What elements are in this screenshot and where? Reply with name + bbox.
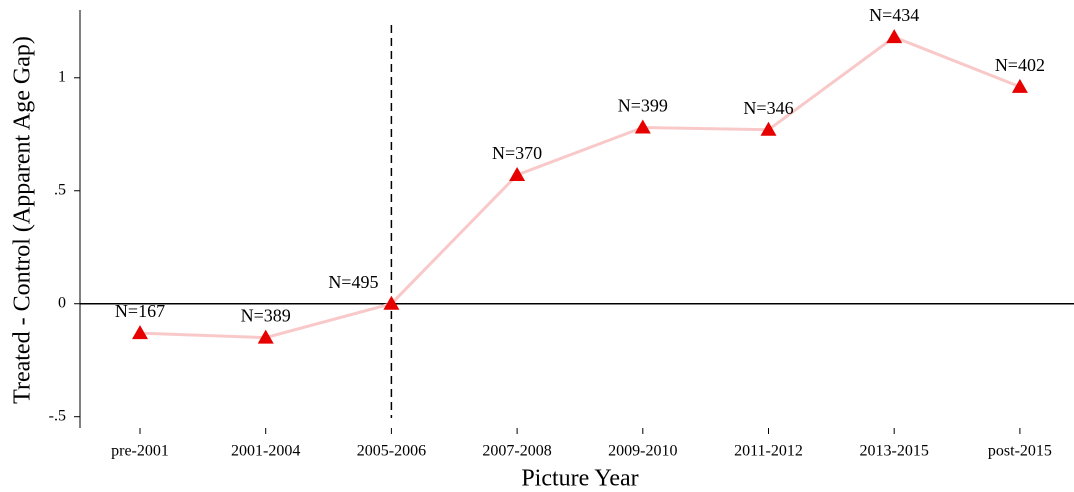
marker: [257, 329, 274, 344]
point-label: N=370: [492, 143, 542, 163]
x-tick-label: 2013-2015: [860, 443, 929, 460]
x-tick-label: 2009-2010: [608, 443, 677, 460]
marker: [1011, 78, 1028, 93]
point-label: N=346: [743, 98, 793, 118]
y-axis-title: Treated - Control (Apparent Age Gap): [10, 36, 36, 404]
y-tick-label: .5: [54, 181, 66, 198]
point-label: N=495: [328, 272, 378, 292]
marker: [886, 29, 903, 44]
x-tick-label: post-2015: [988, 443, 1052, 460]
series-line: [139, 35, 1021, 340]
marker: [132, 325, 148, 340]
x-tick-label: 2007-2008: [482, 443, 551, 460]
point-label: N=434: [869, 5, 919, 25]
point-label: N=399: [618, 96, 668, 116]
point-label: N=167: [115, 301, 165, 321]
y-tick-label: 0: [58, 294, 66, 311]
y-tick-label: 1: [58, 68, 66, 85]
x-tick-label: 2005-2006: [357, 443, 426, 460]
marker: [509, 166, 526, 181]
x-tick-label: 2001-2004: [231, 443, 300, 460]
point-label: N=402: [995, 55, 1045, 75]
point-label: N=389: [241, 306, 291, 326]
x-tick-label: 2011-2012: [734, 443, 803, 460]
y-tick-label: -.5: [49, 407, 66, 424]
marker: [383, 295, 400, 310]
x-tick-label: pre-2001: [111, 443, 169, 460]
marker: [634, 119, 651, 134]
marker: [760, 121, 777, 136]
x-axis-title: Picture Year: [521, 466, 638, 492]
